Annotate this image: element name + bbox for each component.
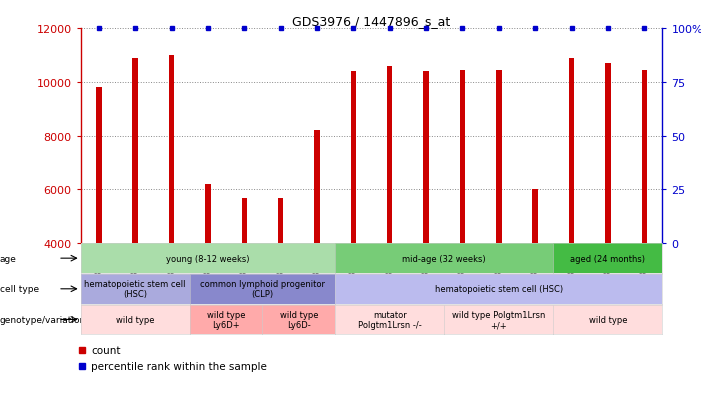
Bar bbox=[423, 72, 429, 244]
Text: cell type: cell type bbox=[0, 285, 39, 294]
Text: aged (24 months): aged (24 months) bbox=[571, 254, 646, 263]
Bar bbox=[169, 56, 175, 244]
Text: common lymphoid progenitor
(CLP): common lymphoid progenitor (CLP) bbox=[200, 280, 325, 299]
Bar bbox=[350, 72, 356, 244]
Text: young (8-12 weeks): young (8-12 weeks) bbox=[166, 254, 250, 263]
Bar bbox=[460, 71, 465, 244]
Bar bbox=[605, 64, 611, 244]
Text: wild type
Ly6D+: wild type Ly6D+ bbox=[207, 310, 245, 329]
Bar bbox=[205, 185, 210, 244]
Bar bbox=[242, 198, 247, 244]
Bar bbox=[496, 71, 501, 244]
Text: wild type: wild type bbox=[589, 315, 627, 324]
Text: age: age bbox=[0, 254, 17, 263]
Bar bbox=[132, 59, 138, 244]
Text: mutator
Polgtm1Lrsn -/-: mutator Polgtm1Lrsn -/- bbox=[358, 310, 421, 329]
Text: genotype/variation: genotype/variation bbox=[0, 315, 86, 324]
Text: wild type: wild type bbox=[116, 315, 154, 324]
Bar bbox=[569, 59, 574, 244]
Bar bbox=[387, 66, 393, 244]
Text: wild type Polgtm1Lrsn
+/+: wild type Polgtm1Lrsn +/+ bbox=[452, 310, 545, 329]
Bar bbox=[533, 190, 538, 244]
Text: count: count bbox=[91, 345, 121, 355]
Bar bbox=[641, 71, 647, 244]
Bar bbox=[278, 198, 283, 244]
Text: hematopoietic stem cell (HSC): hematopoietic stem cell (HSC) bbox=[435, 285, 563, 294]
Title: GDS3976 / 1447896_s_at: GDS3976 / 1447896_s_at bbox=[292, 15, 451, 28]
Text: wild type
Ly6D-: wild type Ly6D- bbox=[280, 310, 318, 329]
Text: percentile rank within the sample: percentile rank within the sample bbox=[91, 361, 267, 372]
Bar bbox=[314, 131, 320, 244]
Bar bbox=[96, 88, 102, 244]
Text: hematopoietic stem cell
(HSC): hematopoietic stem cell (HSC) bbox=[84, 280, 186, 299]
Text: mid-age (32 weeks): mid-age (32 weeks) bbox=[402, 254, 486, 263]
